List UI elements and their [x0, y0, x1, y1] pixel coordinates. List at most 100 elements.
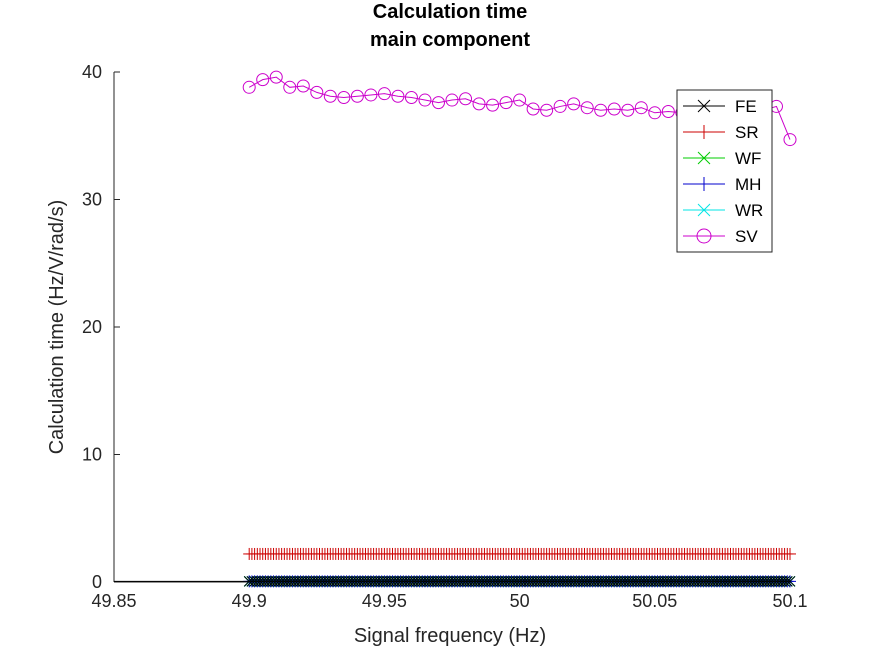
- data-point: [673, 576, 685, 587]
- data-point: [587, 576, 598, 587]
- data-point: [499, 96, 513, 110]
- data-point: [418, 93, 432, 107]
- data-point: [514, 576, 525, 587]
- data-point: [377, 87, 391, 101]
- data-point: [687, 576, 699, 587]
- data-point: [311, 576, 323, 587]
- data-point: [425, 576, 436, 587]
- legend-label: MH: [735, 175, 761, 194]
- data-point: [580, 101, 594, 115]
- data-point: [571, 576, 582, 587]
- data-point: [735, 576, 747, 587]
- data-point: [738, 576, 750, 587]
- data-point: [706, 576, 717, 587]
- data-point: [776, 576, 788, 587]
- data-point: [323, 89, 337, 103]
- data-point: [503, 576, 515, 587]
- data-point: [654, 576, 666, 587]
- data-point: [760, 576, 772, 587]
- data-point: [714, 576, 726, 587]
- data-point: [246, 576, 258, 587]
- data-point: [779, 576, 790, 587]
- data-point: [389, 576, 401, 587]
- data-point: [306, 576, 317, 587]
- data-point: [381, 576, 393, 587]
- data-point: [276, 576, 288, 587]
- data-point: [511, 576, 523, 587]
- data-point: [717, 576, 728, 587]
- data-point: [387, 576, 398, 587]
- data-point: [445, 93, 459, 107]
- data-point: [533, 576, 544, 587]
- data-point: [638, 576, 650, 587]
- data-point: [397, 576, 409, 587]
- legend-marker: [697, 99, 711, 113]
- data-point: [763, 576, 774, 587]
- data-point: [427, 576, 439, 587]
- data-point: [727, 576, 739, 587]
- legend-label: WR: [735, 201, 763, 220]
- data-point: [614, 576, 626, 587]
- data-point: [771, 576, 782, 587]
- data-point: [270, 576, 282, 587]
- data-point: [314, 576, 325, 587]
- data-point: [268, 576, 279, 587]
- data-point: [679, 576, 690, 587]
- data-point: [433, 576, 444, 587]
- data-point: [273, 576, 285, 587]
- data-point: [595, 576, 607, 587]
- data-point: [635, 576, 647, 587]
- data-point: [289, 576, 301, 587]
- data-point: [476, 576, 488, 587]
- data-point: [284, 576, 296, 587]
- data-point: [634, 101, 648, 115]
- legend-label: WF: [735, 149, 761, 168]
- data-point: [560, 576, 571, 587]
- data-point: [519, 576, 531, 587]
- data-point: [725, 576, 736, 587]
- data-point: [349, 576, 361, 587]
- data-point: [757, 576, 769, 587]
- data-point: [431, 96, 445, 110]
- legend-label: SR: [735, 123, 759, 142]
- data-point: [408, 576, 420, 587]
- data-point: [576, 576, 588, 587]
- data-point: [384, 576, 396, 587]
- legend-entry-sv: SV: [683, 227, 758, 246]
- data-point: [337, 91, 351, 104]
- data-point: [443, 576, 455, 587]
- data-point: [262, 576, 274, 587]
- data-point: [671, 576, 682, 587]
- data-point: [600, 576, 612, 587]
- data-point: [567, 97, 581, 111]
- data-point: [708, 576, 720, 587]
- x-axis-label: Signal frequency (Hz): [354, 625, 546, 647]
- data-point: [484, 576, 496, 587]
- data-point: [256, 73, 270, 87]
- data-point: [392, 576, 404, 587]
- data-point: [616, 576, 628, 587]
- legend-label: FE: [735, 97, 757, 116]
- data-point: [554, 576, 566, 587]
- data-point: [454, 576, 466, 587]
- data-point: [573, 576, 585, 587]
- data-point: [676, 576, 688, 587]
- data-point: [692, 576, 704, 587]
- data-point: [343, 576, 355, 587]
- data-point: [419, 576, 431, 587]
- data-point: [641, 576, 653, 587]
- data-point: [357, 576, 369, 587]
- y-tick-label: 40: [82, 62, 102, 82]
- data-point: [773, 576, 785, 587]
- data-point: [316, 576, 328, 587]
- y-tick-label: 10: [82, 445, 102, 465]
- data-point: [513, 93, 527, 107]
- data-point: [303, 576, 315, 587]
- data-point: [603, 576, 615, 587]
- data-point: [352, 576, 363, 587]
- legend-entry-sr: SR: [683, 123, 759, 142]
- data-point: [646, 576, 658, 587]
- data-point: [579, 576, 590, 587]
- data-point: [472, 97, 486, 111]
